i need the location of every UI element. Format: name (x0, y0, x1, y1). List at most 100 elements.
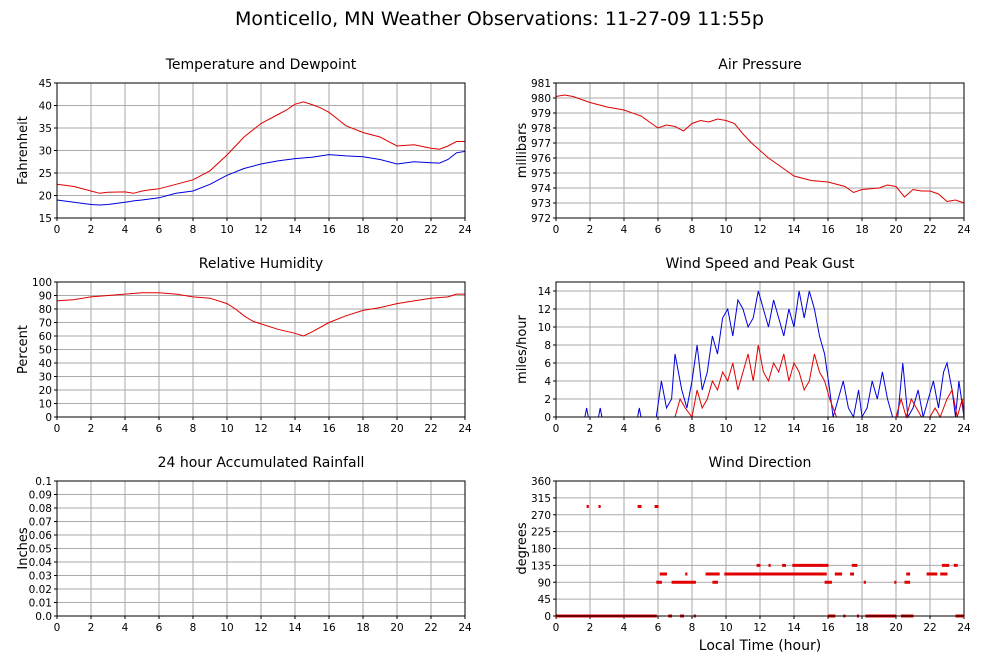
y-axis-label: Inches (16, 527, 31, 569)
x-tick-label: 4 (122, 622, 129, 634)
x-tick-label: 22 (424, 224, 437, 236)
y-tick-label: 0.1 (35, 476, 52, 488)
x-tick-label: 8 (190, 622, 197, 634)
x-tick-label: 4 (621, 224, 628, 236)
y-tick-label: 0.07 (29, 517, 52, 529)
y-tick-label: 45 (538, 594, 551, 606)
x-tick-label: 20 (390, 423, 403, 435)
x-tick-label: 12 (753, 423, 766, 435)
x-tick-label: 20 (889, 622, 902, 634)
x-tick-label: 16 (821, 224, 835, 236)
y-tick-label: 0.02 (29, 584, 52, 596)
x-tick-label: 2 (88, 423, 95, 435)
x-tick-label: 14 (787, 622, 801, 634)
x-tick-label: 22 (923, 423, 936, 435)
x-tick-label: 4 (122, 224, 129, 236)
y-tick-label: 360 (531, 476, 551, 488)
x-tick-label: 6 (655, 622, 662, 634)
chart-title: Wind Speed and Peak Gust (666, 256, 855, 272)
x-tick-label: 10 (719, 423, 732, 435)
x-tick-label: 10 (220, 224, 233, 236)
x-tick-label: 22 (424, 622, 437, 634)
x-tick-label: 18 (356, 423, 369, 435)
y-tick-label: 40 (39, 358, 52, 370)
y-tick-label: 6 (544, 358, 551, 370)
y-tick-label: 80 (39, 304, 52, 316)
plot-frame (555, 480, 965, 617)
y-tick-label: 8 (544, 340, 551, 352)
x-tick-label: 8 (190, 423, 197, 435)
y-tick-label: 975 (531, 168, 551, 180)
x-tick-label: 16 (821, 622, 835, 634)
plot-frame (555, 82, 965, 219)
y-tick-label: 972 (531, 213, 551, 225)
x-tick-label: 0 (54, 423, 61, 435)
x-tick-label: 24 (957, 622, 971, 634)
x-tick-label: 22 (923, 622, 936, 634)
y-tick-label: 135 (531, 560, 551, 572)
x-tick-label: 14 (288, 423, 302, 435)
x-tick-label: 16 (322, 224, 336, 236)
y-tick-label: 100 (32, 277, 52, 289)
x-tick-label: 0 (553, 423, 560, 435)
x-tick-label: 4 (122, 423, 129, 435)
y-tick-label: 25 (39, 168, 52, 180)
x-tick-label: 10 (719, 224, 732, 236)
y-tick-label: 20 (39, 385, 52, 397)
x-tick-label: 20 (889, 224, 902, 236)
x-tick-label: 10 (220, 423, 233, 435)
x-tick-label: 2 (88, 622, 95, 634)
y-tick-label: 0.0 (35, 611, 52, 623)
x-tick-label: 12 (254, 622, 267, 634)
x-tick-label: 2 (587, 224, 594, 236)
x-tick-label: 18 (356, 622, 369, 634)
plot-frame (56, 281, 466, 418)
y-tick-label: 0 (544, 611, 551, 623)
x-tick-label: 14 (787, 224, 801, 236)
x-tick-label: 24 (458, 423, 472, 435)
x-tick-label: 2 (587, 423, 594, 435)
y-tick-label: 977 (531, 138, 551, 150)
x-tick-label: 6 (156, 622, 163, 634)
y-axis-label: degrees (515, 522, 530, 575)
y-tick-label: 0.09 (29, 490, 52, 502)
x-tick-label: 24 (957, 423, 971, 435)
y-tick-label: 0 (544, 412, 551, 424)
y-tick-label: 50 (39, 345, 52, 357)
plot-frame (555, 281, 965, 418)
x-tick-label: 14 (787, 423, 801, 435)
x-tick-label: 14 (288, 224, 302, 236)
x-tick-label: 10 (719, 622, 732, 634)
x-tick-label: 0 (553, 224, 560, 236)
x-tick-label: 18 (356, 224, 369, 236)
y-tick-label: 90 (538, 577, 551, 589)
y-tick-label: 15 (39, 213, 52, 225)
y-tick-label: 2 (544, 394, 551, 406)
x-tick-label: 8 (190, 224, 197, 236)
y-tick-label: 90 (39, 291, 52, 303)
y-axis-label: Percent (16, 325, 31, 374)
y-tick-label: 981 (531, 78, 551, 90)
y-tick-label: 30 (39, 372, 52, 384)
y-tick-label: 30 (39, 146, 52, 158)
y-tick-label: 270 (531, 510, 551, 522)
x-tick-label: 16 (322, 423, 336, 435)
x-tick-label: 8 (689, 224, 696, 236)
x-tick-label: 6 (655, 224, 662, 236)
x-tick-label: 20 (390, 224, 403, 236)
x-tick-label: 8 (689, 423, 696, 435)
chart-title: Air Pressure (718, 57, 801, 73)
x-tick-label: 6 (156, 423, 163, 435)
x-tick-label: 10 (220, 622, 233, 634)
y-tick-label: 45 (39, 78, 52, 90)
x-tick-label: 8 (689, 622, 696, 634)
y-tick-label: 10 (538, 322, 551, 334)
x-tick-label: 2 (587, 622, 594, 634)
y-tick-label: 180 (531, 544, 551, 556)
x-tick-label: 2 (88, 224, 95, 236)
x-tick-label: 12 (254, 224, 267, 236)
